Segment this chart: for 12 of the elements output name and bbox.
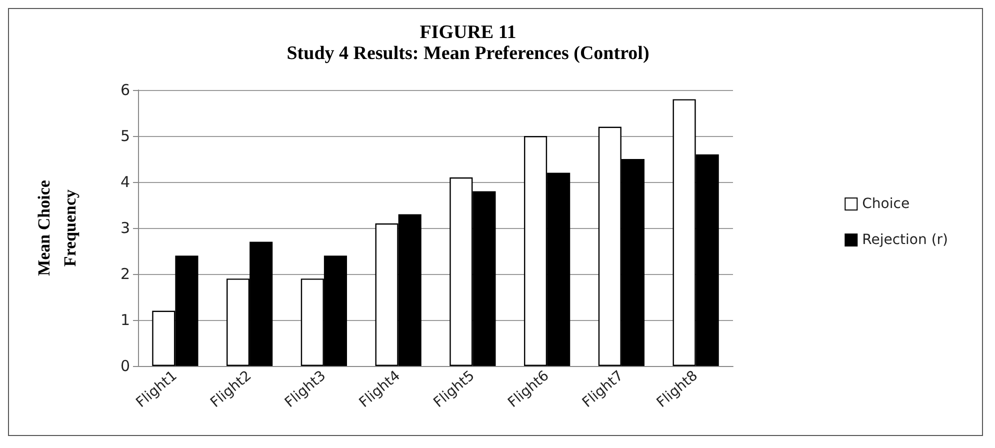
chart-subtitle: Study 4 Results: Mean Preferences (Control) (286, 43, 650, 64)
y-tick-label: 0 (120, 357, 130, 375)
y-tick-label: 2 (120, 265, 130, 283)
y-tick-label: 5 (120, 127, 130, 145)
y-tick-label: 3 (120, 219, 130, 237)
y-tick-label: 4 (120, 173, 130, 191)
chart-title: FIGURE 11 (420, 22, 516, 43)
legend-label: Choice (862, 196, 910, 212)
y-axis-title: Mean Choice Frequency (34, 180, 80, 276)
y-tick-label: 6 (120, 81, 130, 99)
legend-label: Rejection (r) (862, 232, 948, 248)
y-tick-label: 1 (120, 311, 130, 329)
